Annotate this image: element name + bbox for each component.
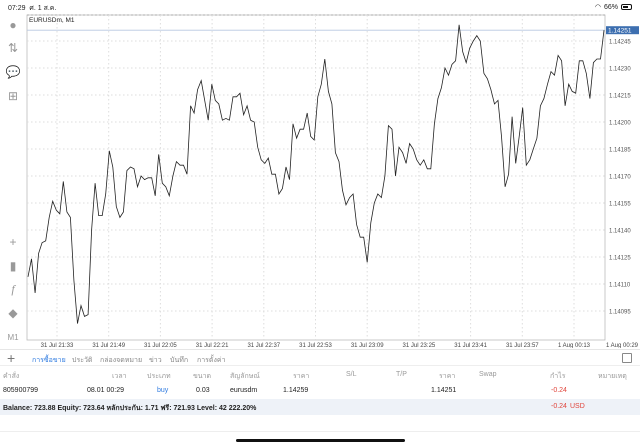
col-tp: T/P [396, 371, 407, 378]
status-time-date: 07:29 ศ. 1 ส.ค. [8, 3, 56, 14]
price-chart[interactable]: 1.14245 1.14230 1.14215 1.14200 1.14185 1.141… [0, 0, 640, 348]
divider [0, 431, 640, 432]
y-tick-label: 1.14215 [609, 94, 631, 100]
x-tick-label: 31 Jul 22:05 [144, 343, 177, 348]
x-tick-label: 31 Jul 23:57 [506, 343, 539, 348]
balance-row: Balance: 723.88 Equity: 723.64 หลักประกั… [0, 399, 640, 415]
y-tick-label: 1.14245 [609, 40, 631, 46]
col-swap: Swap [479, 371, 497, 378]
currency: USD [570, 403, 585, 410]
chart-toolbar: ● ⇅ 💬 ⊞ + ▮ f ◆ M1 [0, 14, 27, 344]
col-profit: กำไร [550, 373, 566, 380]
layout-icon[interactable] [622, 353, 632, 363]
position-row[interactable]: 805900799 08.01 00:29 buy 0.03 eurusdm 1… [0, 383, 640, 399]
balance-summary: Balance: 723.88 Equity: 723.64 หลักประกั… [3, 405, 257, 412]
y-tick-label: 1.14095 [609, 310, 631, 316]
y-tick-label: 1.14110 [609, 283, 631, 289]
order-size: 0.03 [196, 387, 210, 394]
clock: 07:29 [8, 5, 26, 12]
x-tick-label: 31 Jul 21:33 [41, 343, 74, 348]
col-time: เวลา [112, 373, 127, 380]
y-tick-label: 1.14155 [609, 202, 631, 208]
price-series-line [27, 24, 605, 324]
x-tick-label: 1 Aug 00:13 [558, 343, 591, 348]
tab-trade[interactable]: การซื้อขาย [32, 357, 66, 364]
symbol-label: EURUSDm, M1 [29, 17, 75, 24]
x-tick-label: 31 Jul 22:53 [299, 343, 332, 348]
x-tick-label: 31 Jul 21:49 [92, 343, 125, 348]
tab-news[interactable]: ข่าว [149, 357, 162, 364]
battery-icon [621, 4, 632, 10]
tab-journal[interactable]: บันทึก [170, 357, 189, 364]
add-icon[interactable]: + [7, 350, 16, 366]
y-tick-label: 1.14170 [609, 175, 631, 181]
col-size: ขนาด [193, 373, 212, 380]
current-price-label: 1.14251 [608, 28, 632, 35]
total-profit: -0.24 [551, 403, 567, 410]
tab-settings[interactable]: การตั้งค่า [197, 357, 226, 364]
new-order-icon[interactable]: ⊞ [7, 89, 19, 103]
x-tick-label: 31 Jul 23:09 [351, 343, 384, 348]
col-open-price: ราคา [293, 373, 310, 380]
wifi-icon: ◠ [594, 4, 601, 11]
account-icon[interactable]: ● [9, 18, 17, 32]
y-tick-label: 1.14140 [609, 229, 631, 235]
indicators-icon[interactable]: f [11, 281, 15, 296]
col-symbol: สัญลักษณ์ [230, 373, 260, 380]
y-tick-label: 1.14230 [609, 67, 631, 73]
home-indicator[interactable] [236, 439, 405, 442]
terminal-tabs: + การซื้อขาย ประวัติ กล่องจดหมาย ข่าว บั… [0, 349, 640, 366]
crosshair-icon[interactable]: + [9, 235, 17, 249]
order-symbol: eurusdm [230, 387, 258, 394]
x-tick-label: 31 Jul 23:41 [454, 343, 487, 348]
candlestick-icon[interactable]: ▮ [9, 259, 17, 273]
order-price: 1.14251 [431, 387, 457, 394]
order-profit: -0.24 [551, 387, 567, 394]
y-tick-label: 1.14200 [609, 121, 631, 127]
order-open-price: 1.14259 [283, 387, 309, 394]
grid [27, 15, 605, 340]
status-bar: 07:29 ศ. 1 ส.ค. ◠ 66% [0, 0, 640, 13]
battery-percent: 66% [603, 3, 618, 11]
x-tick-label: 31 Jul 23:25 [403, 343, 436, 348]
y-tick-label: 1.14125 [609, 256, 631, 262]
positions-header: คำสั่ง เวลา ประเภท ขนาด สัญลักษณ์ ราคา S… [0, 367, 640, 383]
x-tick-label: 31 Jul 22:21 [196, 343, 229, 348]
y-axis-labels: 1.14245 1.14230 1.14215 1.14200 1.14185 1.141… [609, 40, 631, 316]
tab-mailbox[interactable]: กล่องจดหมาย [100, 357, 143, 364]
y-tick-label: 1.14185 [609, 148, 631, 154]
timeframe-button[interactable]: M1 [7, 332, 19, 342]
current-price-tag [606, 26, 639, 35]
order-id: 805900799 [3, 387, 39, 394]
date: ศ. 1 ส.ค. [29, 5, 57, 12]
col-price: ราคา [439, 373, 456, 380]
x-tick-label: 1 Aug 00:29 [606, 343, 639, 348]
x-tick-label: 31 Jul 22:37 [247, 343, 280, 348]
col-note: หมายเหตุ [598, 373, 627, 380]
objects-icon[interactable]: ◆ [8, 306, 18, 320]
chat-icon[interactable]: 💬 [5, 65, 21, 79]
x-axis-labels: 31 Jul 21:33 31 Jul 21:49 31 Jul 22:05 31 J… [41, 343, 639, 348]
order-time: 08.01 00:29 [87, 387, 124, 394]
tab-history[interactable]: ประวัติ [72, 357, 93, 364]
col-type: ประเภท [147, 373, 171, 380]
col-sl: S/L [346, 371, 357, 378]
col-order: คำสั่ง [3, 373, 20, 380]
order-type: buy [157, 387, 169, 394]
trade-arrows-icon[interactable]: ⇅ [7, 41, 19, 55]
